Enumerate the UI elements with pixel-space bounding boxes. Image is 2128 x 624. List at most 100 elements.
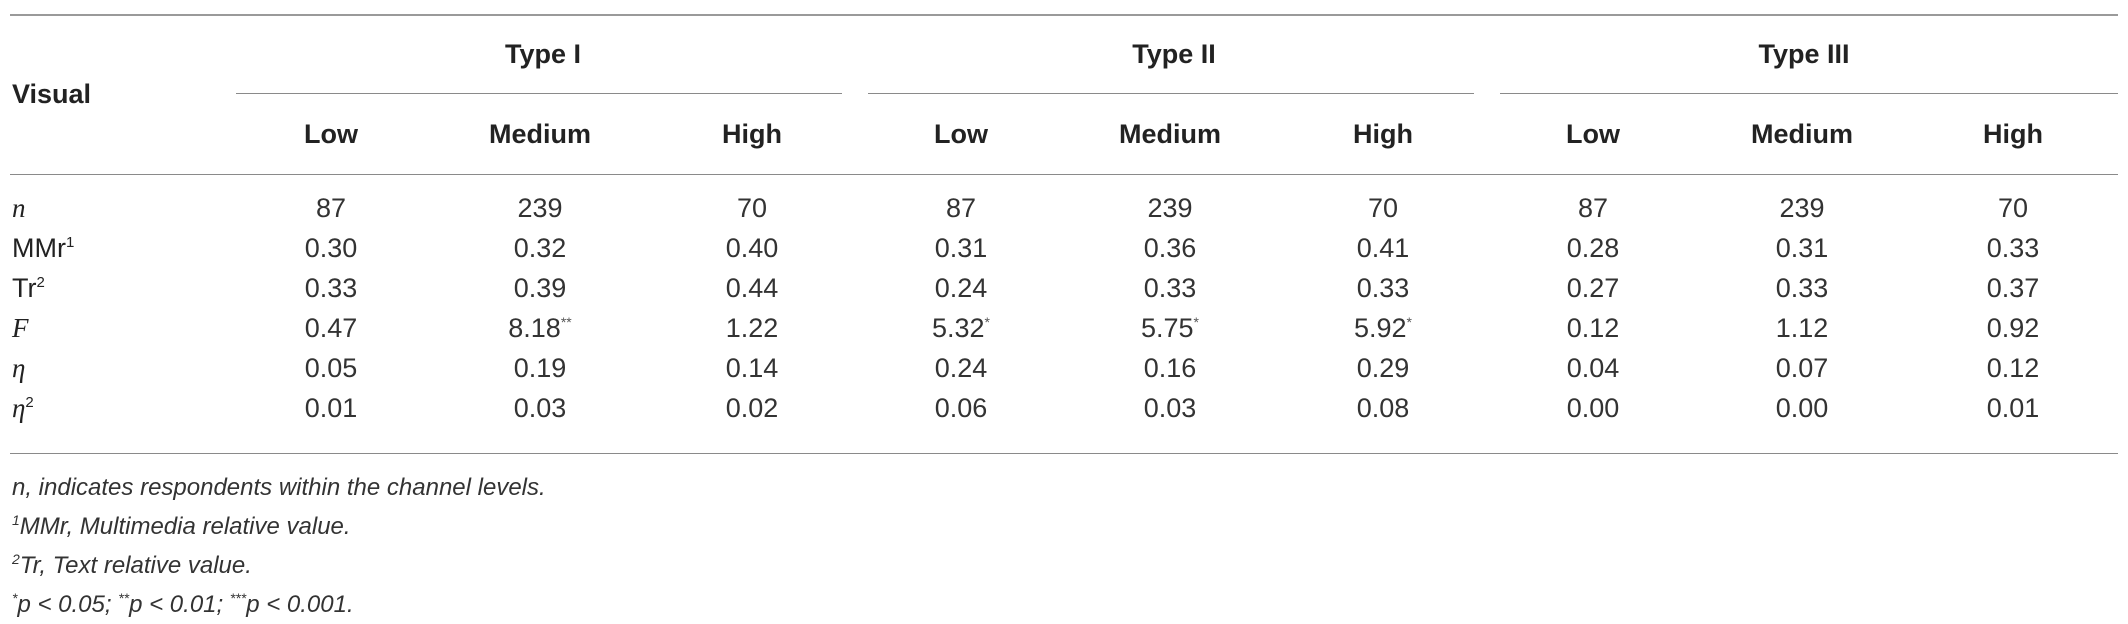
cell-value: 0.29 [1356, 353, 1410, 383]
cell-value: 0.14 [725, 353, 779, 383]
cell-value: 8.18 [508, 313, 561, 343]
significance-marker: * [1406, 314, 1412, 330]
table-cell: 5.75* [1064, 308, 1276, 348]
table-cell: 87 [858, 188, 1064, 228]
row-label-text: F [12, 313, 29, 343]
cell-value: 1.22 [725, 313, 779, 343]
cell-value: 0.40 [725, 233, 779, 263]
table-cell: 5.32* [858, 308, 1064, 348]
cell-value: 5.92 [1353, 313, 1407, 343]
cell-value: 0.01 [1986, 393, 2040, 423]
table-cell: 0.05 [228, 348, 434, 388]
table-cell: 0.12 [1908, 348, 2118, 388]
table-cell: 0.01 [1908, 388, 2118, 428]
table-cell: 0.41 [1276, 228, 1490, 268]
body-bottom-rule [10, 453, 2118, 454]
table-cell: 0.07 [1696, 348, 1908, 388]
cell-value: 0.33 [1143, 273, 1197, 303]
table-cell: 239 [1696, 188, 1908, 228]
cell-value: 87 [315, 193, 347, 223]
cell-value: 0.04 [1566, 353, 1620, 383]
row-label: n [10, 188, 228, 228]
cell-value: 0.44 [725, 273, 779, 303]
cell-value: 0.16 [1143, 353, 1197, 383]
table-cell: 70 [1276, 188, 1490, 228]
table-cell: 0.29 [1276, 348, 1490, 388]
table-cell: 0.36 [1064, 228, 1276, 268]
cell-value: 0.01 [304, 393, 358, 423]
table-row: Tr2 0.33 0.39 0.44 0.24 0.33 0.33 0.27 0.33 0.37 [10, 268, 2118, 308]
table-cell: 239 [1064, 188, 1276, 228]
table-cell: 0.40 [646, 228, 858, 268]
cell-value: 0.30 [304, 233, 358, 263]
table-cell: 0.33 [1696, 268, 1908, 308]
table-cell: 0.44 [646, 268, 858, 308]
table-cell: 0.47 [228, 308, 434, 348]
table-cell: 0.08 [1276, 388, 1490, 428]
table-cell: 87 [1490, 188, 1696, 228]
table-cell: 0.14 [646, 348, 858, 388]
footnote-mmr: 1MMr, Multimedia relative value. [12, 507, 546, 546]
table-cell: 0.39 [434, 268, 646, 308]
significance-marker: * [1193, 314, 1199, 330]
table-row: η2 0.01 0.03 0.02 0.06 0.03 0.08 0.00 0.00 0.01 [10, 388, 2118, 428]
level-header: Low [934, 118, 988, 149]
row-label: η2 [10, 388, 228, 428]
cell-value: 0.37 [1986, 273, 2040, 303]
table-row: η 0.05 0.19 0.14 0.24 0.16 0.29 0.04 0.07 0.12 [10, 348, 2118, 388]
row-label: η [10, 348, 228, 388]
cell-value: 0.12 [1566, 313, 1620, 343]
cell-value: 0.28 [1566, 233, 1620, 263]
cell-value: 0.33 [1986, 233, 2040, 263]
cell-value: 0.07 [1775, 353, 1829, 383]
sig-text-2: p < 0.01; [129, 591, 230, 618]
significance-marker: ** [560, 314, 572, 330]
cell-value: 0.33 [1356, 273, 1410, 303]
row-label: F [10, 308, 228, 348]
cell-value: 0.39 [513, 273, 567, 303]
footnote-tr: 2Tr, Text relative value. [12, 546, 546, 585]
table-row: MMr1 0.30 0.32 0.40 0.31 0.36 0.41 0.28 0.31 0.33 [10, 228, 2118, 268]
level-header: High [1353, 118, 1413, 149]
cell-value: 0.12 [1986, 353, 2040, 383]
cell-value: 70 [736, 193, 768, 223]
table-cell: 0.31 [858, 228, 1064, 268]
significance-marker: * [984, 314, 990, 330]
table-cell: 87 [228, 188, 434, 228]
row-label-superscript: 2 [25, 394, 34, 411]
row-label-text: η [12, 393, 26, 423]
cell-value: 0.03 [1143, 393, 1197, 423]
table-cell: 0.03 [1064, 388, 1276, 428]
cell-value: 0.03 [513, 393, 567, 423]
sig-marker-1: * [12, 590, 18, 606]
results-table: Visual Type I Type II Type III Low Mediu… [10, 14, 2118, 428]
footnote-mmr-text: MMr, Multimedia relative value. [19, 513, 351, 540]
table-cell: 8.18** [434, 308, 646, 348]
table-cell: 70 [646, 188, 858, 228]
table-body: n 87 239 70 87 239 70 87 239 70 MMr1 0.30 0.32 0.40 0.… [10, 174, 2118, 428]
cell-value: 0.33 [304, 273, 358, 303]
row-label: Tr2 [10, 268, 228, 308]
table-cell: 0.33 [1064, 268, 1276, 308]
header-bottom-rule [10, 174, 2118, 175]
table-footnotes: n, indicates respondents within the chan… [12, 468, 546, 624]
cell-value: 0.02 [725, 393, 779, 423]
group-header-type-1: Type I [504, 38, 582, 69]
footnote-tr-marker: 2 [12, 551, 20, 567]
table-cell: 1.12 [1696, 308, 1908, 348]
row-label-text: n [12, 193, 26, 223]
table-cell: 0.30 [228, 228, 434, 268]
level-header: High [1983, 118, 2043, 149]
cell-value: 0.05 [304, 353, 358, 383]
footnote-tr-text: Tr, Text relative value. [19, 552, 252, 579]
row-label-superscript: 2 [36, 274, 45, 291]
table-row: n 87 239 70 87 239 70 87 239 70 [10, 188, 2118, 228]
table-cell: 70 [1908, 188, 2118, 228]
row-label-superscript: 1 [65, 234, 75, 251]
row-label: MMr1 [10, 228, 228, 268]
level-header: Low [304, 118, 358, 149]
top-rule [10, 14, 2118, 16]
cell-value: 1.12 [1775, 313, 1829, 343]
level-header: Medium [488, 118, 591, 149]
group-underline-type-3 [1500, 93, 2118, 94]
